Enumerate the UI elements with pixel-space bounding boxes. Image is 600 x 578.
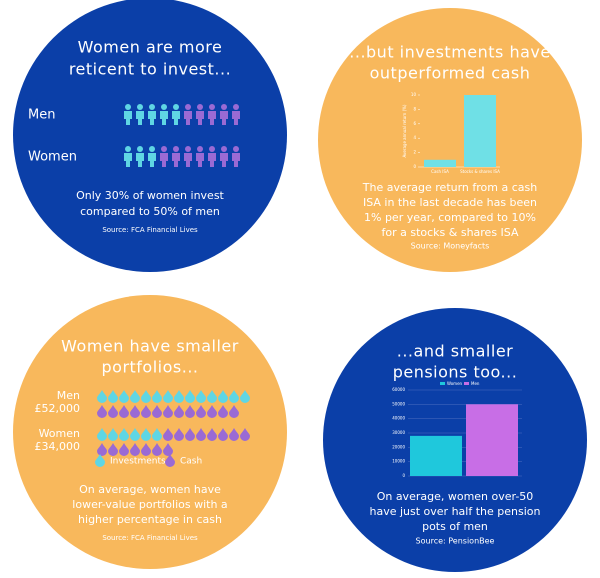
legend-swatch <box>440 382 445 385</box>
legend-label: Cash <box>180 457 202 467</box>
y-tick-label: 4 <box>413 135 416 140</box>
title: outperformed cash <box>370 64 531 83</box>
caption: for a stocks & shares ISA <box>381 226 519 239</box>
title: Women are more <box>78 38 223 57</box>
caption: lower-value portfolios with a <box>72 498 227 511</box>
y-tick-label: 20000 <box>392 444 405 449</box>
caption: On average, women over-50 <box>377 490 534 503</box>
caption: The average return from a cash <box>362 181 537 194</box>
row-label: Women <box>28 150 77 165</box>
x-tick-label: Cash ISA <box>431 169 449 174</box>
caption: higher percentage in cash <box>78 513 222 526</box>
caption: Only 30% of women invest <box>76 189 224 202</box>
y-tick-label: 0 <box>402 473 405 478</box>
caption: have just over half the pension <box>370 505 541 518</box>
y-tick-label: 2 <box>413 150 416 155</box>
row-label: £52,000 <box>35 402 81 415</box>
title: ...and smaller <box>397 342 513 361</box>
y-tick-label: 8 <box>413 106 416 111</box>
caption: On average, women have <box>79 483 221 496</box>
y-tick-label: 6 <box>413 121 416 126</box>
legend-swatch <box>464 382 469 385</box>
title: pensions too... <box>393 363 518 382</box>
investment-drops <box>97 390 250 403</box>
investment-drops <box>97 428 162 441</box>
caption: pots of men <box>422 520 488 533</box>
bar <box>464 95 496 167</box>
panel-circle <box>318 8 582 272</box>
title: Women have smaller <box>61 337 239 356</box>
y-tick-label: 0 <box>413 164 416 169</box>
legend-label: Investments <box>110 457 166 467</box>
cash-drops <box>97 428 250 456</box>
y-tick-label: 10 <box>411 92 417 97</box>
y-axis-label: Average annual return (%) <box>402 104 407 157</box>
title: reticent to invest... <box>69 60 231 79</box>
title: ...but investments have <box>349 43 550 62</box>
y-tick-label: 60000 <box>392 387 405 392</box>
source: Source: FCA Financial Lives <box>102 534 198 542</box>
panel-circle <box>13 295 287 569</box>
y-tick-label: 50000 <box>392 401 405 406</box>
y-tick-label: 10000 <box>392 459 405 464</box>
caption: ISA in the last decade has been <box>363 196 537 209</box>
panel-circle <box>13 0 287 272</box>
bar <box>424 159 456 167</box>
row-label: Men <box>57 389 80 402</box>
caption: 1% per year, compared to 10% <box>364 211 536 224</box>
bar <box>466 404 518 476</box>
people-icons <box>124 104 240 125</box>
legend-swatch <box>95 454 105 467</box>
bar <box>410 435 462 476</box>
people-icons <box>124 146 240 167</box>
cash-drops <box>97 405 239 418</box>
source: Source: PensionBee <box>416 537 495 546</box>
row-label: £34,000 <box>35 440 81 453</box>
row-label: Men <box>28 108 55 123</box>
caption: compared to 50% of men <box>80 205 220 218</box>
y-tick-label: 30000 <box>392 430 405 435</box>
legend-label: Men <box>471 381 480 386</box>
y-tick-label: 40000 <box>392 416 405 421</box>
legend-label: Women <box>447 381 463 386</box>
legend-swatch <box>165 454 175 467</box>
x-tick-label: Stocks & shares ISA <box>460 169 500 174</box>
source: Source: FCA Financial Lives <box>102 226 198 234</box>
source: Source: Moneyfacts <box>411 242 490 251</box>
row-label: Women <box>39 427 80 440</box>
title: portfolios... <box>102 358 199 377</box>
